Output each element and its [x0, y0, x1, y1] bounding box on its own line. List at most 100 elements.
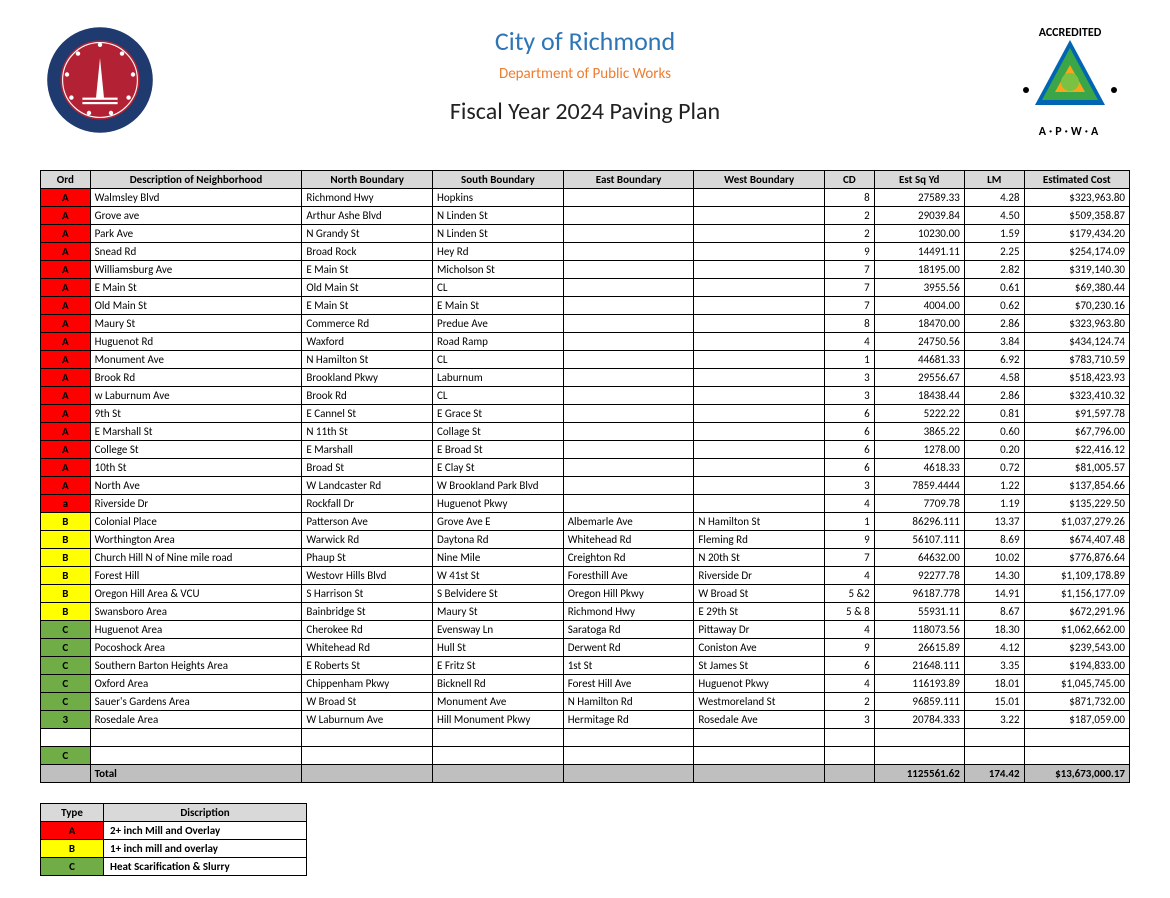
- cell-desc: Huguenot Area: [90, 621, 302, 639]
- cell-lm: 0.72: [964, 459, 1024, 477]
- cell-desc: Forest Hill: [90, 567, 302, 585]
- cell-west: [694, 747, 825, 765]
- cell-cost: $323,963.80: [1024, 315, 1129, 333]
- cell-sqyd: 7709.78: [874, 495, 964, 513]
- cell-west: [694, 405, 825, 423]
- table-row: AMaury StCommerce RdPredue Ave818470.002…: [41, 315, 1130, 333]
- cell-sqyd: 21648.111: [874, 657, 964, 675]
- cell-north: Richmond Hwy: [302, 189, 433, 207]
- cell-desc: Huguenot Rd: [90, 333, 302, 351]
- cell-sqyd: 86296.111: [874, 513, 964, 531]
- cell-ord: A: [41, 477, 91, 495]
- cell-east: Richmond Hwy: [563, 603, 694, 621]
- cell-lm: 8.69: [964, 531, 1024, 549]
- cell-cost: $1,062,662.00: [1024, 621, 1129, 639]
- table-row: aRiverside DrRockfall DrHuguenot Pkwy477…: [41, 495, 1130, 513]
- table-row: BChurch Hill N of Nine mile roadPhaup St…: [41, 549, 1130, 567]
- cell-ord: C: [41, 747, 91, 765]
- cell-lm: 4.58: [964, 369, 1024, 387]
- table-row: A9th StE Cannel StE Grace St65222.220.81…: [41, 405, 1130, 423]
- cell-desc: [90, 729, 302, 747]
- legend-row: B1+ inch mill and overlay: [41, 840, 307, 858]
- cell-cost: $871,732.00: [1024, 693, 1129, 711]
- cell-east: [563, 747, 694, 765]
- dept-title: Department of Public Works: [160, 65, 1010, 83]
- cell-cost: $509,358.87: [1024, 207, 1129, 225]
- cell-sqyd: 96187.778: [874, 585, 964, 603]
- cell-cost: $434,124.74: [1024, 333, 1129, 351]
- col-east: East Boundary: [563, 171, 694, 189]
- table-row: BColonial PlacePatterson AveGrove Ave EA…: [41, 513, 1130, 531]
- cell-west: Fleming Rd: [694, 531, 825, 549]
- cell-east: Forest Hill Ave: [563, 675, 694, 693]
- cell-lm: 4.50: [964, 207, 1024, 225]
- cell-south: Hey Rd: [433, 243, 564, 261]
- cell-desc: Walmsley Blvd: [90, 189, 302, 207]
- cell-north: Brookland Pkwy: [302, 369, 433, 387]
- cell-sqyd: 64632.00: [874, 549, 964, 567]
- cell-north: Cherokee Rd: [302, 621, 433, 639]
- cell-north: N 11th St: [302, 423, 433, 441]
- cell-north: Warwick Rd: [302, 531, 433, 549]
- cell-cd: 4: [825, 495, 875, 513]
- cell-east: [563, 315, 694, 333]
- cell-south: Hopkins: [433, 189, 564, 207]
- cell-sqyd: 10230.00: [874, 225, 964, 243]
- cell-desc: Sauer's Gardens Area: [90, 693, 302, 711]
- cell-lm: 4.12: [964, 639, 1024, 657]
- cell-cd: 5 & 8: [825, 603, 875, 621]
- table-row: AHuguenot RdWaxfordRoad Ramp424750.563.8…: [41, 333, 1130, 351]
- cell-desc: College St: [90, 441, 302, 459]
- cell-cd: 6: [825, 657, 875, 675]
- cell-south: Road Ramp: [433, 333, 564, 351]
- cell-ord: A: [41, 243, 91, 261]
- cell-north: N Hamilton St: [302, 351, 433, 369]
- cell-east: [563, 279, 694, 297]
- cell-desc: E Main St: [90, 279, 302, 297]
- cell-south: CL: [433, 351, 564, 369]
- table-row: A10th StBroad StE Clay St64618.330.72$81…: [41, 459, 1130, 477]
- cell-cd: 6: [825, 405, 875, 423]
- cell-cd: 8: [825, 189, 875, 207]
- cell-cost: $69,380.44: [1024, 279, 1129, 297]
- cell-west: N Hamilton St: [694, 513, 825, 531]
- cell-ord: B: [41, 531, 91, 549]
- cell-ord: A: [41, 405, 91, 423]
- col-cd: CD: [825, 171, 875, 189]
- table-row: BForest HillWestovr Hills BlvdW 41st StF…: [41, 567, 1130, 585]
- cell-south: Huguenot Pkwy: [433, 495, 564, 513]
- cell-lm: 18.30: [964, 621, 1024, 639]
- cell-south: CL: [433, 387, 564, 405]
- cell-cost: $179,434.20: [1024, 225, 1129, 243]
- cell-cost: $254,174.09: [1024, 243, 1129, 261]
- legend-row: A2+ inch Mill and Overlay: [41, 822, 307, 840]
- cell-cost: $137,854.66: [1024, 477, 1129, 495]
- cell-north: Rockfall Dr: [302, 495, 433, 513]
- total-lm: 174.42: [964, 765, 1024, 783]
- cell-west: Coniston Ave: [694, 639, 825, 657]
- cell-south: N Linden St: [433, 225, 564, 243]
- cell-cost: $81,005.57: [1024, 459, 1129, 477]
- cell-north: W Laburnum Ave: [302, 711, 433, 729]
- cell-north: E Cannel St: [302, 405, 433, 423]
- page-header: City of Richmond Department of Public Wo…: [40, 20, 1130, 140]
- cell-north: Arthur Ashe Blvd: [302, 207, 433, 225]
- cell-sqyd: 27589.33: [874, 189, 964, 207]
- legend-type: C: [41, 858, 104, 876]
- cell-ord: C: [41, 657, 91, 675]
- cell-sqyd: 4004.00: [874, 297, 964, 315]
- cell-desc: Swansboro Area: [90, 603, 302, 621]
- cell-west: St James St: [694, 657, 825, 675]
- cell-south: E Clay St: [433, 459, 564, 477]
- cell-ord: A: [41, 441, 91, 459]
- cell-east: Foresthill Ave: [563, 567, 694, 585]
- cell-south: E Main St: [433, 297, 564, 315]
- cell-lm: [964, 729, 1024, 747]
- cell-cost: $70,230.16: [1024, 297, 1129, 315]
- table-row: AGrove aveArthur Ashe BlvdN Linden St229…: [41, 207, 1130, 225]
- cell-east: [563, 243, 694, 261]
- cell-lm: 3.22: [964, 711, 1024, 729]
- cell-west: [694, 261, 825, 279]
- cell-west: W Broad St: [694, 585, 825, 603]
- cell-west: [694, 279, 825, 297]
